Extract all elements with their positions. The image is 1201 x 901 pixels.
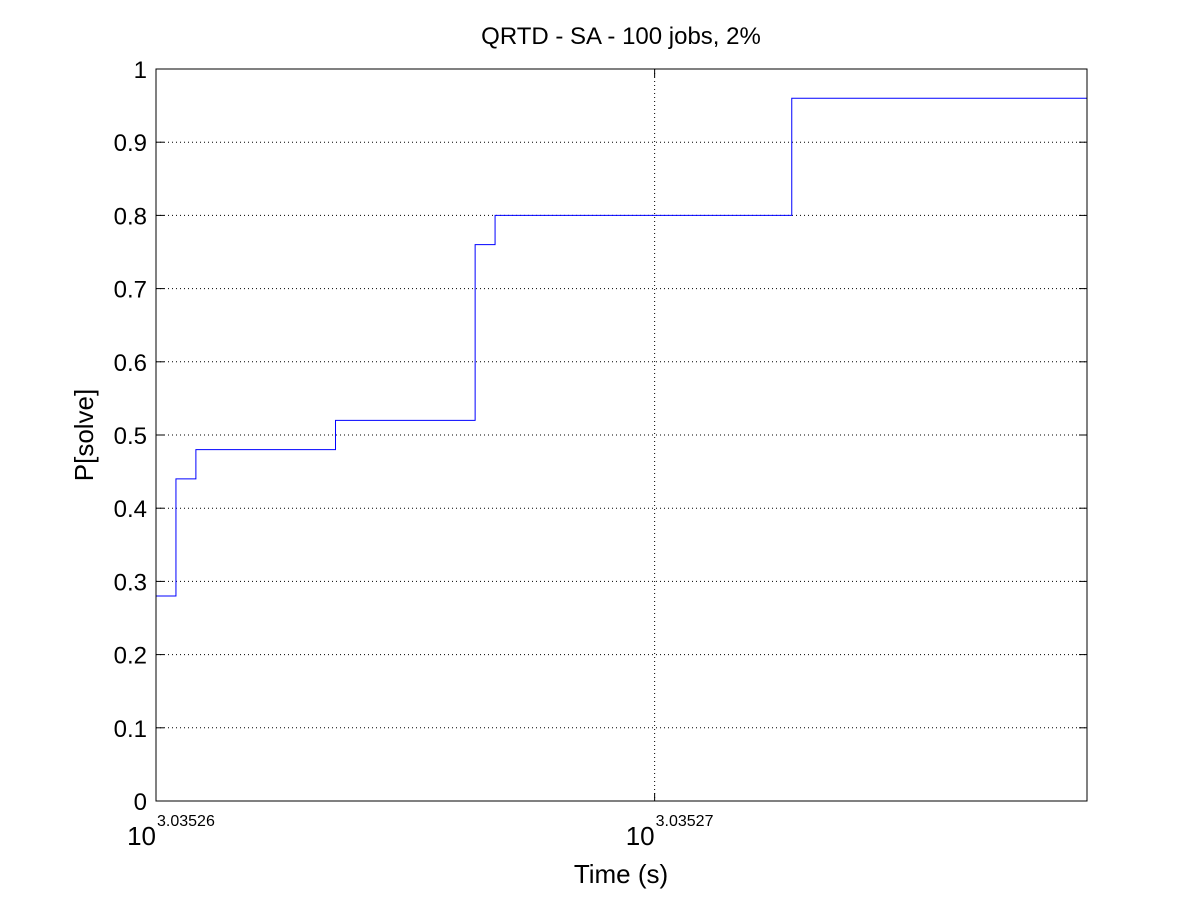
- y-axis-label: P[solve]: [69, 389, 99, 482]
- series-line: [156, 97, 1087, 597]
- y-tick-label: 1: [134, 57, 147, 84]
- x-tick-base: 10: [626, 821, 655, 851]
- x-tick-label: 10 3.03527: [626, 813, 714, 851]
- y-tick-label: 0.9: [114, 130, 147, 157]
- x-tick-exponent: 3.03526: [157, 813, 215, 830]
- y-tick-label: 0.1: [114, 716, 147, 743]
- y-tick-label: 0.8: [114, 203, 147, 230]
- x-tick-exponent: 3.03527: [656, 813, 714, 830]
- y-tick-label: 0.5: [114, 423, 147, 450]
- plot-frame: [155, 68, 1088, 802]
- y-tick-label: 0.3: [114, 569, 147, 596]
- x-tick-label: 10 3.03526: [127, 813, 215, 851]
- y-tick-label: 0.7: [114, 277, 147, 304]
- y-tick-label: 0.2: [114, 643, 147, 670]
- x-axis-label: Time (s): [574, 859, 668, 889]
- x-tick-base: 10: [127, 821, 156, 851]
- y-tick-label: 0.6: [114, 350, 147, 377]
- chart-title: QRTD - SA - 100 jobs, 2%: [481, 23, 761, 50]
- data-series: [156, 97, 1087, 597]
- x-tick-labels: 10 3.03526 10 3.03527: [127, 813, 713, 851]
- y-tick-label: 0.4: [114, 496, 147, 523]
- y-tick-labels: 0 0.1 0.2 0.3 0.4 0.5 0.6 0.7 0.8 0.9 1: [114, 57, 147, 816]
- y-tick-label: 0: [134, 789, 147, 816]
